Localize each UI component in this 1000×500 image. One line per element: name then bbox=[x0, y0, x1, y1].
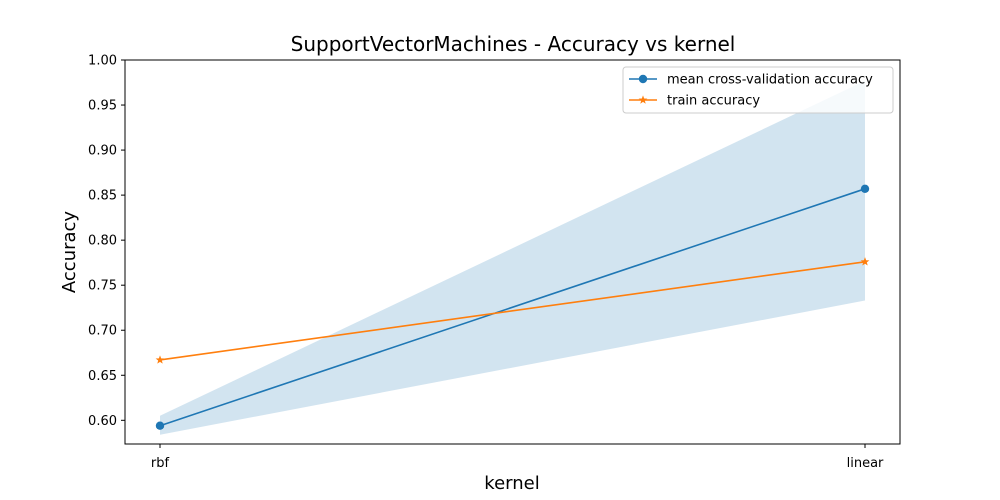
legend-label: mean cross-validation accuracy bbox=[667, 73, 873, 88]
y-tick-label: 0.95 bbox=[88, 99, 117, 114]
x-tick-label: linear bbox=[847, 456, 884, 471]
series-line bbox=[159, 260, 866, 361]
data-point bbox=[155, 421, 165, 430]
data-point bbox=[860, 184, 870, 194]
legend: mean cross-validation accuracy train accu… bbox=[622, 66, 894, 114]
confidence-bands bbox=[160, 80, 865, 435]
data-point bbox=[155, 355, 165, 364]
series-line bbox=[159, 188, 866, 427]
y-tick-label: 0.85 bbox=[88, 189, 117, 204]
y-tick-label: 0.75 bbox=[88, 279, 117, 294]
y-tick-label: 0.80 bbox=[88, 234, 117, 249]
x-axis: rbf linear bbox=[151, 444, 884, 471]
plot-frame bbox=[124, 59, 901, 445]
y-axis: 0.60 0.65 0.70 0.75 0.80 0.85 0.90 0.95 1.00 bbox=[88, 54, 125, 429]
chart-title: SupportVectorMachines - Accuracy vs kern… bbox=[291, 32, 736, 56]
y-tick-label: 0.65 bbox=[88, 369, 117, 384]
y-axis-label: Accuracy bbox=[59, 211, 80, 294]
series-lines bbox=[159, 188, 866, 427]
confidence-band bbox=[160, 80, 865, 435]
legend-marker bbox=[638, 74, 648, 84]
legend-box bbox=[622, 66, 894, 114]
y-tick-label: 0.70 bbox=[88, 324, 117, 339]
data-point bbox=[860, 257, 870, 266]
y-tick-label: 0.90 bbox=[88, 144, 117, 159]
legend-label: train accuracy bbox=[667, 94, 760, 109]
x-axis-label: kernel bbox=[484, 473, 539, 494]
legend-marker bbox=[638, 95, 648, 104]
y-tick-label: 0.60 bbox=[88, 414, 117, 429]
y-tick-label: 1.00 bbox=[88, 54, 117, 69]
x-tick-label: rbf bbox=[151, 456, 170, 471]
series-markers bbox=[155, 184, 870, 430]
plot-area bbox=[124, 59, 901, 445]
